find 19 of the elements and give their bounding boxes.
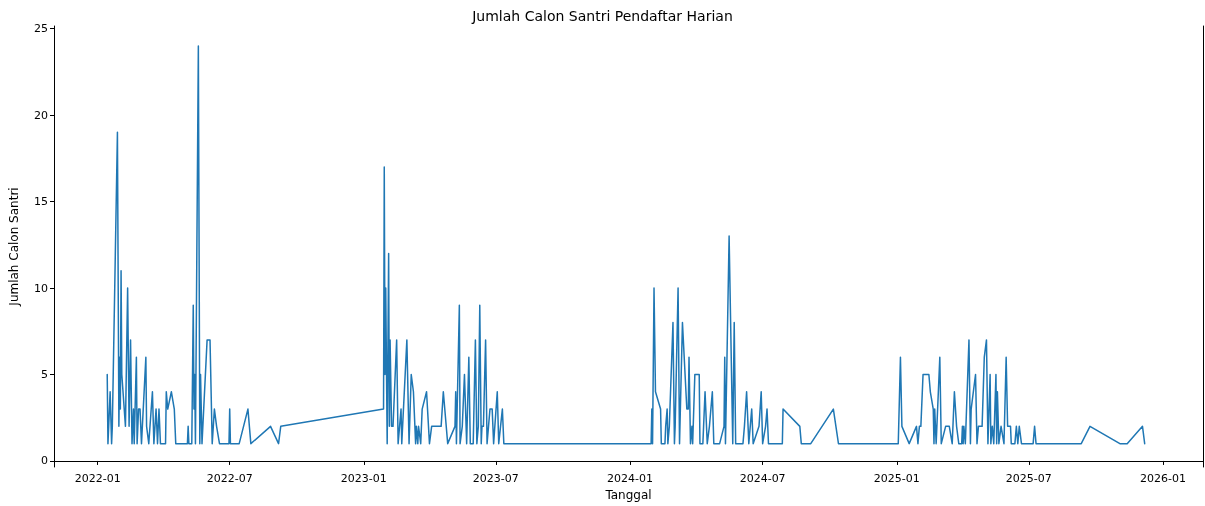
y-tick-label: 5 (41, 367, 48, 381)
y-tick-label: 20 (34, 108, 48, 122)
line-series (106, 45, 1146, 445)
x-tick-label: 2026-01 (1139, 472, 1186, 485)
chart-title: Jumlah Calon Santri Pendaftar Harian (471, 8, 733, 24)
x-axis-title: Tanggal (604, 488, 652, 502)
y-tick-label: 0 (41, 454, 48, 468)
y-tick-label: 15 (34, 195, 48, 209)
x-tick-label: 2022-01 (74, 472, 121, 485)
x-tick-label: 2022-07 (206, 472, 253, 485)
y-tick-label: 25 (34, 22, 48, 36)
x-tick-label: 2023-07 (472, 472, 519, 485)
y-axis-title: Jumlah Calon Santri (7, 187, 21, 307)
x-tick-label: 2023-01 (340, 472, 387, 485)
x-tick-label: 2024-07 (739, 472, 786, 485)
y-tick-label: 10 (34, 281, 48, 295)
x-tick-label: 2025-07 (1005, 472, 1052, 485)
x-tick-label: 2024-01 (606, 472, 653, 485)
x-tick-label: 2025-01 (873, 472, 920, 485)
